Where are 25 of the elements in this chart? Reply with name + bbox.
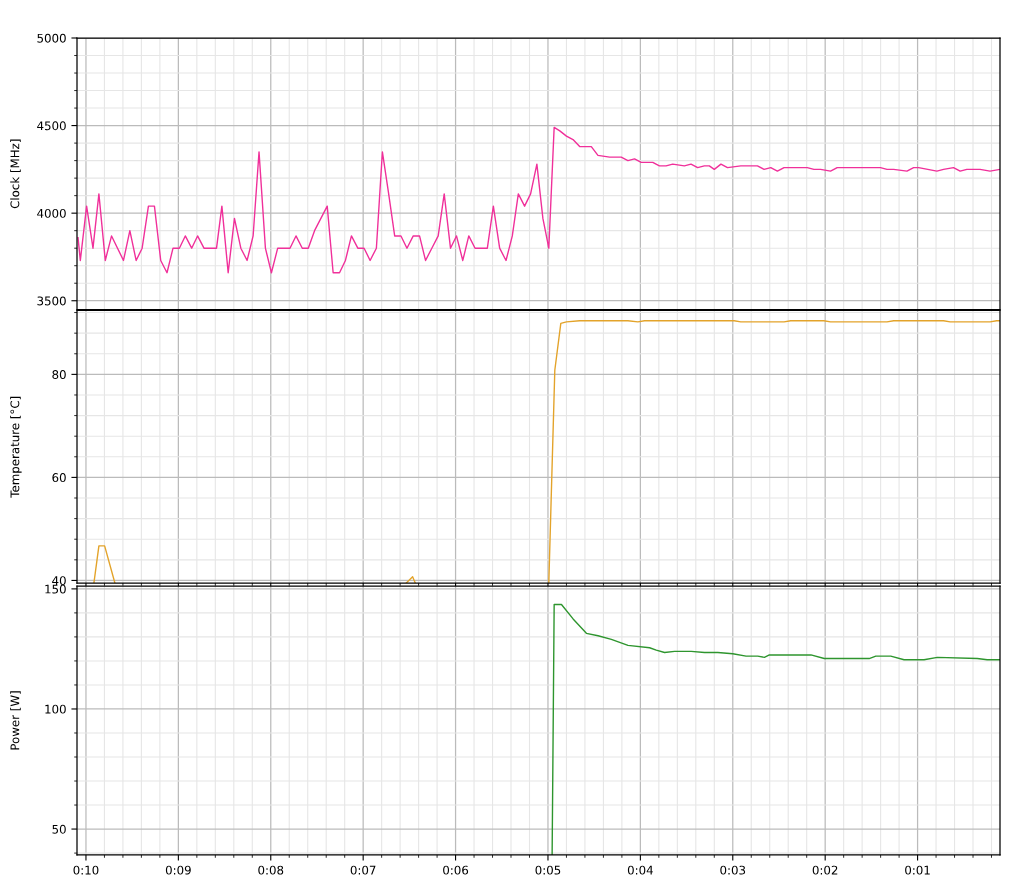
y-tick-label: 50 xyxy=(52,824,66,834)
y-tick-label: 4500 xyxy=(37,121,66,131)
x-tick-label: 0:06 xyxy=(443,865,469,875)
x-tick-label: 0:01 xyxy=(905,865,930,875)
x-tick-label: 0:09 xyxy=(165,865,191,875)
x-tick-label: 0:10 xyxy=(73,865,99,875)
x-tick-label: 0:04 xyxy=(627,865,653,875)
x-tick-label: 0:02 xyxy=(812,865,838,875)
x-tick-label: 0:03 xyxy=(720,865,746,875)
line-series xyxy=(551,603,1000,855)
y-axis-title: Clock [MHz] xyxy=(10,139,21,209)
y-tick-label: 40 xyxy=(52,576,66,586)
y-tick-label: 60 xyxy=(52,473,66,483)
y-tick-label: 100 xyxy=(45,704,66,714)
y-tick-label: 80 xyxy=(52,370,66,380)
y-axis-title: Temperature [°C] xyxy=(10,396,22,498)
y-tick-label: 3500 xyxy=(37,296,66,306)
x-tick-label: 0:05 xyxy=(535,865,561,875)
x-tick-label: 0:08 xyxy=(258,865,284,875)
y-tick-label: 150 xyxy=(45,584,66,594)
y-axis-title: Power [W] xyxy=(10,691,21,750)
y-tick-label: 4000 xyxy=(37,208,66,218)
line-series xyxy=(77,126,1000,274)
x-tick-label: 0:07 xyxy=(350,865,376,875)
y-tick-label: 5000 xyxy=(37,33,66,43)
